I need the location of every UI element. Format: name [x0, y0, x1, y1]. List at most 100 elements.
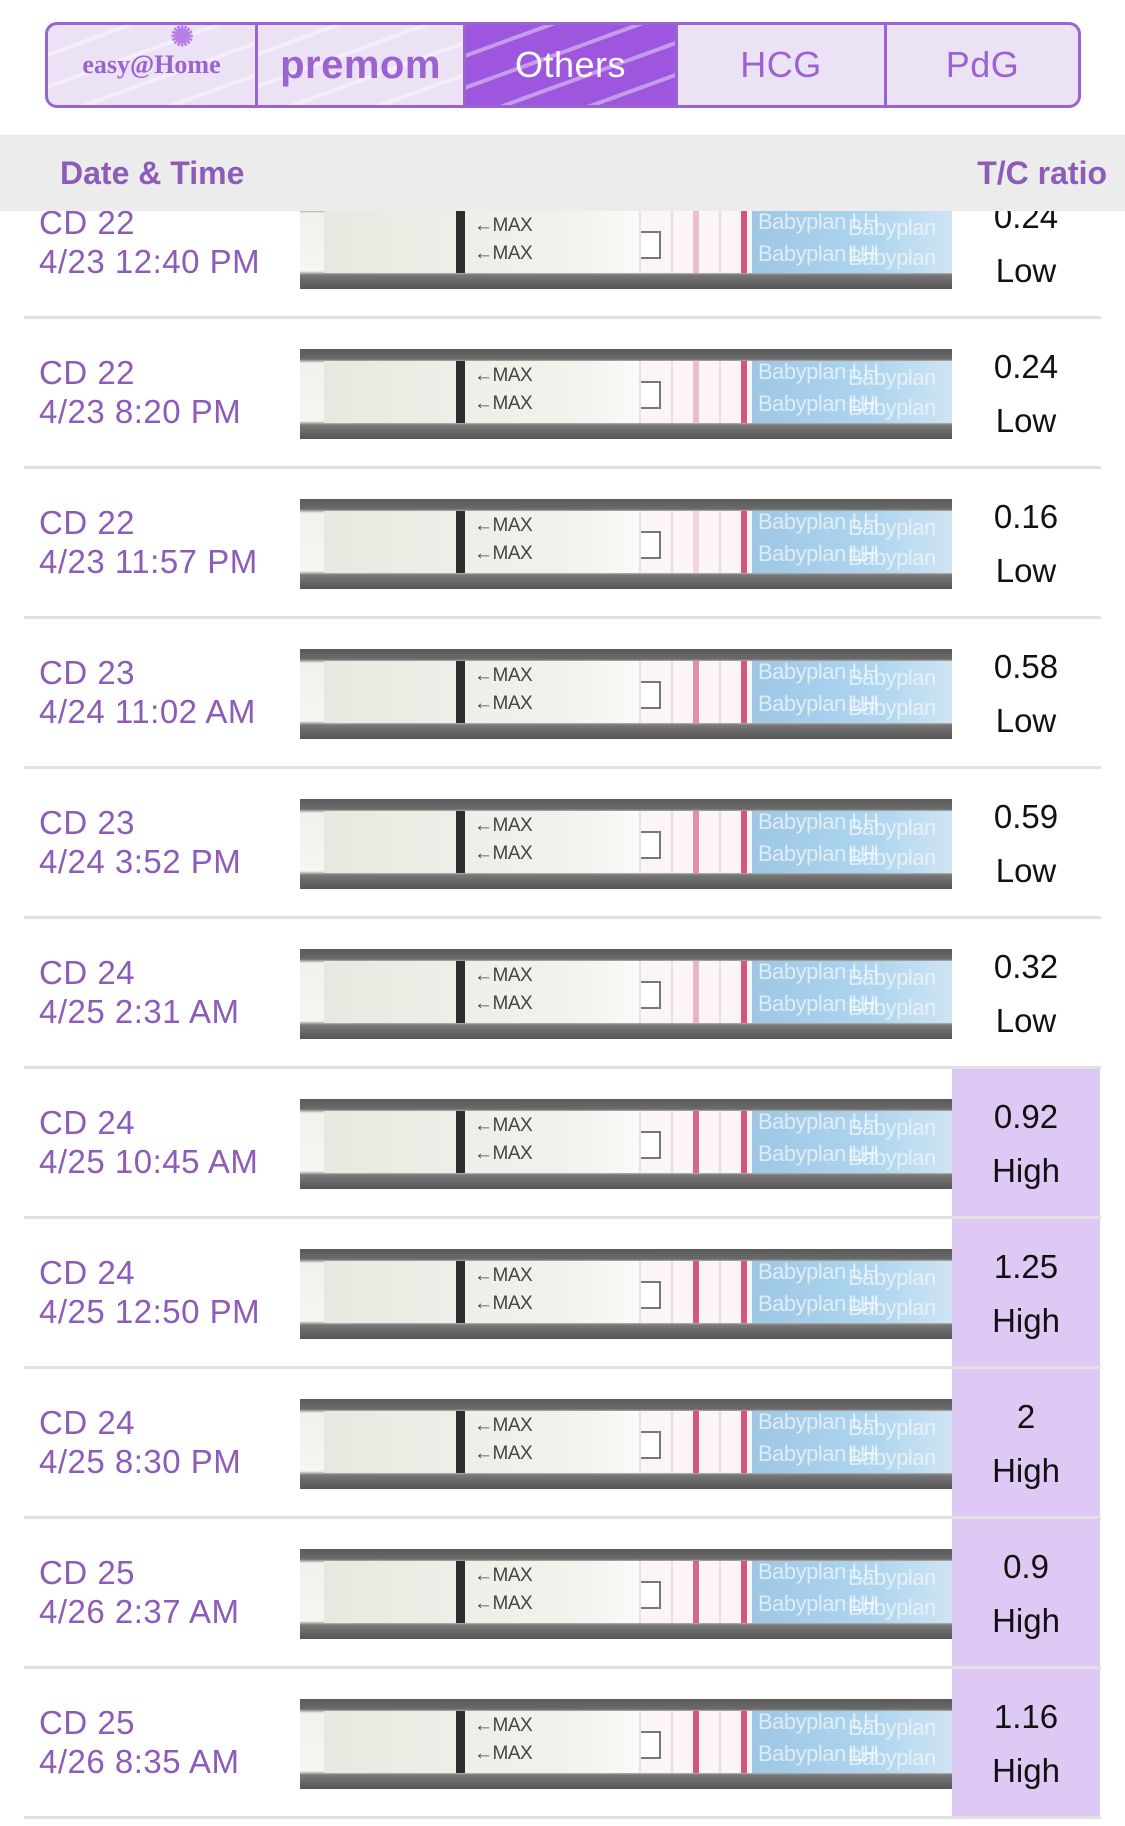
result-row[interactable]: CD 22 4/23 11:57 PM ←MAX ←MAX Babyplan LH Bab…	[0, 469, 1125, 619]
brand-text: Babyplan LH	[758, 1291, 879, 1316]
window-divider	[719, 511, 721, 573]
test-datetime: 4/26 2:37 AM	[39, 1593, 240, 1630]
strip-body: ←MAX ←MAX Babyplan LH Babyplan LH Babyplan L…	[324, 661, 952, 723]
tab-others[interactable]: Others	[466, 25, 678, 105]
row-date-block: CD 22 4/23 8:20 PM	[39, 353, 241, 431]
lh-test-strip-photo[interactable]: ←MAX ←MAX Babyplan LH Babyplan LH Babyplan L…	[300, 499, 952, 589]
tc-ratio-value: 0.58	[993, 648, 1059, 685]
window-divider	[671, 1111, 673, 1173]
strip-notch	[641, 981, 661, 1009]
strip-max-text: ←MAX	[474, 1715, 533, 1736]
lh-test-strip-photo[interactable]: ←MAX ←MAX Babyplan LH Babyplan LH Babyplan L…	[300, 1549, 952, 1639]
cycle-day: CD 23	[39, 804, 136, 841]
strip-max-text: ←MAX	[474, 1143, 533, 1164]
brand-text: Babyplan LH	[848, 215, 936, 266]
strip-body: ←MAX ←MAX Babyplan LH Babyplan LH Babyplan L…	[324, 961, 952, 1023]
brand-text: Babyplan LH	[758, 1441, 879, 1466]
row-divider	[24, 1366, 1101, 1369]
brand-text: Babyplan LH	[848, 1565, 936, 1616]
test-line	[693, 661, 699, 723]
lh-test-strip-photo[interactable]: ←MAX ←MAX Babyplan LH Babyplan LH Babyplan L…	[300, 1099, 952, 1189]
result-row[interactable]: CD 25 4/26 8:35 AM ←MAX ←MAX Babyplan LH Baby…	[0, 1669, 1125, 1819]
strip-body: ←MAX ←MAX Babyplan LH Babyplan LH Babyplan L…	[324, 511, 952, 573]
result-row[interactable]: CD 24 4/25 12:50 PM ←MAX ←MAX Babyplan LH Bab…	[0, 1219, 1125, 1369]
control-line	[741, 1411, 747, 1473]
strip-max-text: ←MAX	[474, 993, 533, 1014]
strip-max-text: ←MAX	[474, 1743, 533, 1764]
strip-result-window	[639, 1111, 769, 1173]
test-line	[693, 1411, 699, 1473]
tc-ratio-value: 1.25	[993, 1248, 1059, 1285]
strip-max-text: ←MAX	[474, 1293, 533, 1314]
lh-test-strip-photo[interactable]: ←MAX ←MAX Babyplan LH Babyplan LH Babyplan L…	[300, 949, 952, 1039]
cycle-day: CD 22	[39, 504, 136, 541]
tc-ratio-value: 2	[1016, 1398, 1036, 1435]
strip-max-marker	[456, 961, 465, 1023]
lh-test-strip-photo[interactable]: ←MAX ←MAX Babyplan LH Babyplan LH Babyplan L…	[300, 799, 952, 889]
control-line	[741, 361, 747, 423]
lh-test-strip-photo[interactable]: ←MAX ←MAX Babyplan LH Babyplan LH Babyplan L…	[300, 1399, 952, 1489]
lh-level: High	[992, 1152, 1060, 1189]
lh-test-strip-photo[interactable]: ←MAX ←MAX Babyplan LH Babyplan LH Babyplan L…	[300, 1249, 952, 1339]
lh-test-strip-photo[interactable]: ←MAX ←MAX Babyplan LH Babyplan LH Babyplan L…	[300, 1699, 952, 1789]
lh-level: High	[992, 1302, 1060, 1339]
strip-body: ←MAX ←MAX Babyplan LH Babyplan LH Babyplan L…	[324, 1711, 952, 1773]
row-divider	[24, 466, 1101, 469]
strip-brand-label: Babyplan LH Babyplan LH Babyplan LH Babypla…	[752, 1111, 952, 1173]
row-date-block: CD 25 4/26 8:35 AM	[39, 1703, 239, 1781]
strip-max-marker	[456, 361, 465, 423]
tc-ratio-value: 0.92	[993, 1098, 1059, 1135]
window-divider	[671, 961, 673, 1023]
tc-ratio-value: 0.16	[993, 498, 1059, 535]
result-row[interactable]: CD 24 4/25 10:45 AM ←MAX ←MAX Babyplan LH Bab…	[0, 1069, 1125, 1219]
result-row[interactable]: CD 25 4/26 2:37 AM ←MAX ←MAX Babyplan LH Baby…	[0, 1519, 1125, 1669]
strip-notch	[641, 1281, 661, 1309]
lh-test-strip-photo[interactable]: ←MAX ←MAX Babyplan LH Babyplan LH Babyplan L…	[300, 649, 952, 739]
strip-notch	[641, 531, 661, 559]
window-divider	[671, 811, 673, 873]
tab-premom[interactable]: premom	[258, 25, 466, 105]
tc-ratio-header: T/C ratio	[977, 154, 1107, 191]
strip-brand-label: Babyplan LH Babyplan LH Babyplan LH Babypla…	[752, 1261, 952, 1323]
test-line	[693, 1261, 699, 1323]
lh-level: Low	[995, 252, 1057, 289]
result-row[interactable]: CD 23 4/24 3:52 PM ←MAX ←MAX Babyplan LH Baby…	[0, 769, 1125, 919]
row-divider	[24, 616, 1101, 619]
result-row[interactable]: CD 24 4/25 2:31 AM ←MAX ←MAX Babyplan LH Baby…	[0, 919, 1125, 1069]
lh-level: High	[992, 1602, 1060, 1639]
strip-max-text: ←MAX	[474, 1415, 533, 1436]
test-line	[693, 361, 699, 423]
tab-easy-at-home[interactable]: ✺ easy@Home	[48, 25, 258, 105]
brand-text: Babyplan LH	[758, 361, 879, 384]
result-row[interactable]: CD 22 4/23 12:40 PM ←MAX ←MAX Babyplan LH Bab…	[0, 211, 1125, 319]
test-datetime: 4/23 12:40 PM	[39, 243, 261, 280]
row-divider	[24, 1516, 1101, 1519]
strip-body: ←MAX ←MAX Babyplan LH Babyplan LH Babyplan L…	[324, 1261, 952, 1323]
tc-ratio-cell: 2 High	[952, 1369, 1100, 1519]
control-line	[741, 1111, 747, 1173]
lh-test-strip-photo[interactable]: ←MAX ←MAX Babyplan LH Babyplan LH Babyplan L…	[300, 211, 952, 289]
window-divider	[719, 1111, 721, 1173]
tab-hcg[interactable]: HCG	[678, 25, 887, 105]
strip-brand-label: Babyplan LH Babyplan LH Babyplan LH Babypla…	[752, 1411, 952, 1473]
result-row[interactable]: CD 24 4/25 8:30 PM ←MAX ←MAX Babyplan LH Baby…	[0, 1369, 1125, 1519]
row-date-block: CD 24 4/25 10:45 AM	[39, 1103, 258, 1181]
tc-ratio-value: 0.59	[993, 798, 1059, 835]
strip-result-window	[639, 361, 769, 423]
strip-notch	[641, 831, 661, 859]
window-divider	[719, 961, 721, 1023]
brand-text: Babyplan LH	[758, 1141, 879, 1166]
row-date-block: CD 25 4/26 2:37 AM	[39, 1553, 239, 1631]
test-line	[693, 511, 699, 573]
row-divider	[24, 1216, 1101, 1219]
result-row[interactable]: CD 22 4/23 8:20 PM ←MAX ←MAX Babyplan LH Baby…	[0, 319, 1125, 469]
strip-max-text: ←MAX	[474, 393, 533, 414]
test-results-list[interactable]: CD 22 4/23 12:40 PM ←MAX ←MAX Babyplan LH Bab…	[0, 211, 1125, 1826]
tab-pdg[interactable]: PdG	[887, 25, 1078, 105]
tc-ratio-value: 0.24	[993, 348, 1059, 385]
brand-text: Babyplan LH	[848, 1115, 936, 1166]
cycle-day: CD 24	[39, 1104, 136, 1141]
date-time-header: Date & Time	[60, 154, 245, 191]
result-row[interactable]: CD 23 4/24 11:02 AM ←MAX ←MAX Babyplan LH Bab…	[0, 619, 1125, 769]
lh-test-strip-photo[interactable]: ←MAX ←MAX Babyplan LH Babyplan LH Babyplan L…	[300, 349, 952, 439]
